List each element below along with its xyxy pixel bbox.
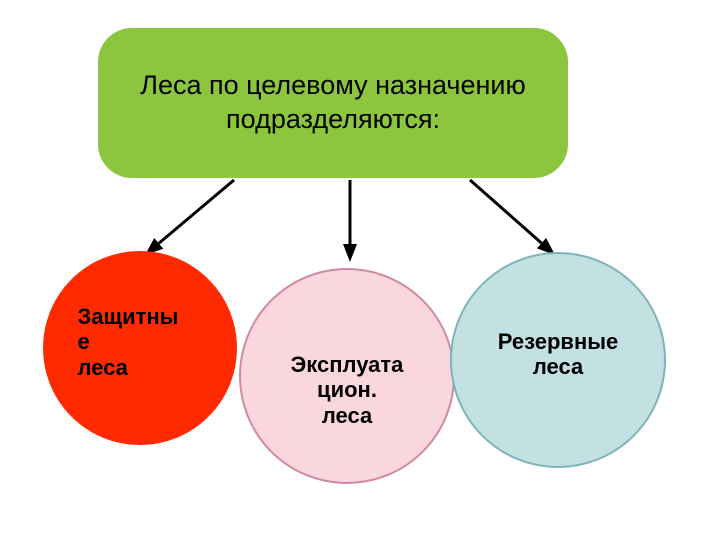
circle-exploitation-label: Эксплуата цион. леса bbox=[291, 352, 404, 428]
circle-reserve-label: Резервные леса bbox=[498, 329, 619, 380]
title-box: Леса по целевому назначению подразделяют… bbox=[98, 28, 568, 178]
circle-protective: Защитны е леса bbox=[43, 251, 237, 445]
title-text: Леса по целевому назначению подразделяют… bbox=[140, 69, 526, 137]
title-line1: Леса по целевому назначению bbox=[140, 70, 526, 100]
circle-protective-label: Защитны е леса bbox=[78, 304, 179, 380]
title-line2: подразделяются: bbox=[226, 104, 440, 134]
diagram-stage: Леса по целевому назначению подразделяют… bbox=[0, 0, 720, 540]
circle-exploitation: Эксплуата цион. леса bbox=[239, 268, 455, 484]
circle-reserve: Резервные леса bbox=[450, 252, 666, 468]
